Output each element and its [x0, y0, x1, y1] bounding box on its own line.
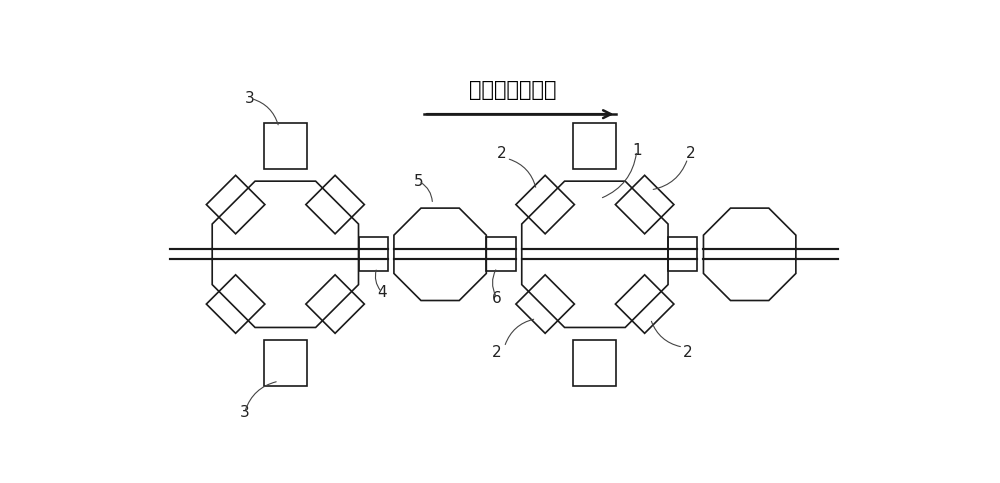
Text: 5: 5 — [414, 174, 423, 189]
Text: 6: 6 — [492, 291, 502, 306]
Text: 4: 4 — [378, 285, 387, 300]
Text: 3: 3 — [245, 91, 255, 106]
Bar — [264, 340, 307, 386]
Bar — [573, 123, 616, 169]
Text: 2: 2 — [492, 345, 501, 360]
Text: 2: 2 — [497, 146, 507, 161]
Text: 3: 3 — [240, 405, 249, 420]
Bar — [264, 123, 307, 169]
Text: 2: 2 — [686, 146, 696, 161]
Text: 1: 1 — [632, 143, 642, 158]
Text: 2: 2 — [683, 345, 693, 360]
Text: 基板的流动方向: 基板的流动方向 — [469, 80, 556, 99]
Bar — [668, 237, 697, 271]
Bar — [358, 237, 388, 271]
Bar — [486, 237, 516, 271]
Bar — [573, 340, 616, 386]
